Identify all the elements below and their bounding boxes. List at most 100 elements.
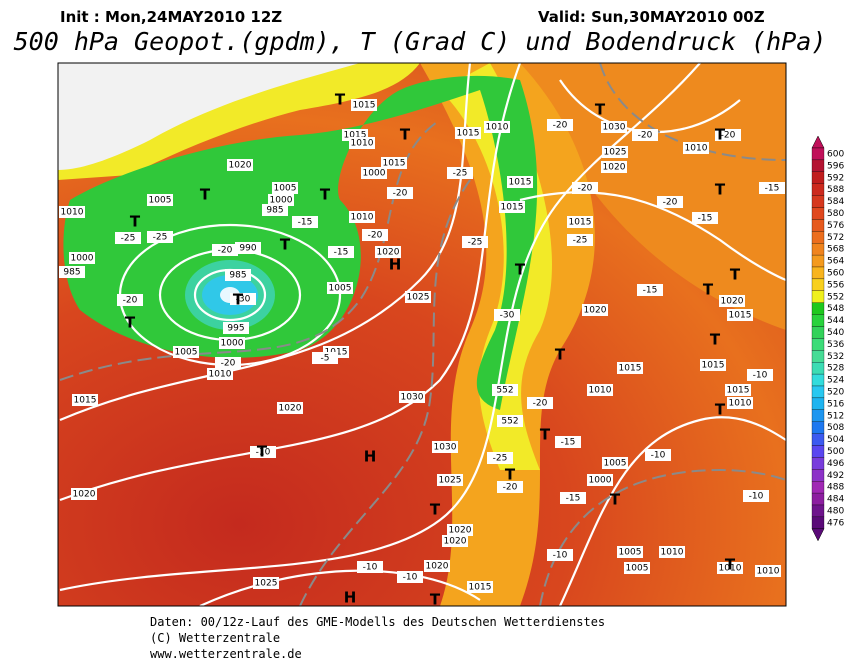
label-box — [560, 492, 586, 504]
map-label: 1005 — [604, 459, 627, 469]
map-label: 1015 — [729, 311, 752, 321]
map-label: 1015 — [509, 178, 532, 188]
map-label: -20 — [721, 131, 736, 141]
colorbar-label: 492 — [827, 471, 844, 481]
map-label: 1005 — [619, 548, 642, 558]
label-box — [494, 309, 520, 321]
colorbar-swatch — [811, 469, 825, 482]
map-label: 1020 — [449, 526, 472, 536]
colorbar-label: 548 — [827, 304, 844, 314]
map-label: 548 — [0, 0, 9, 6]
map-label: 1030 — [603, 123, 626, 133]
map-label: 985 — [266, 206, 283, 216]
label-box — [381, 157, 407, 169]
label-box — [147, 231, 173, 243]
label-box — [659, 546, 685, 558]
map-label: 1010 — [685, 144, 708, 154]
label-box — [225, 269, 251, 281]
label-box — [657, 196, 683, 208]
colorbar-label: 508 — [827, 423, 844, 433]
pressure-center: H — [344, 589, 357, 607]
map-label: -10 — [749, 492, 764, 502]
map-frame — [57, 62, 787, 607]
colorbar-label: 588 — [827, 185, 844, 195]
label-box — [117, 294, 143, 306]
map-label: 1015 — [702, 361, 725, 371]
map-label: 1020 — [279, 404, 302, 414]
colorbar-swatch — [811, 231, 825, 244]
label-box — [59, 266, 85, 278]
colorbar-swatch — [811, 195, 825, 208]
isobars — [59, 63, 786, 606]
map-label: 1010 — [351, 213, 374, 223]
label-box — [262, 204, 288, 216]
footer-source: Daten: 00/12z-Lauf des GME-Modells des D… — [150, 615, 605, 629]
colorbar-label: 576 — [827, 221, 844, 231]
label-box — [223, 322, 249, 334]
label-box — [405, 291, 431, 303]
map-label: 1010 — [589, 386, 612, 396]
map-label: 1005 — [149, 196, 172, 206]
label-box — [432, 441, 458, 453]
map-label: 1015 — [569, 218, 592, 228]
pressure-center: T — [725, 556, 736, 574]
map-label: 1020 — [229, 161, 252, 171]
map-label: -10 — [363, 563, 378, 573]
map-label: 1015 — [501, 203, 524, 213]
label-box — [692, 212, 718, 224]
map-label: 1010 — [719, 564, 742, 574]
map-label: 1025 — [255, 579, 278, 589]
map-label: -10 — [753, 371, 768, 381]
map-label: 1000 — [589, 476, 612, 486]
pressure-center: T — [335, 91, 346, 109]
colorbar-label: 484 — [827, 495, 844, 505]
colorbar-label: 584 — [827, 197, 844, 207]
label-box — [717, 562, 743, 574]
pressure-center: T — [125, 314, 136, 332]
label-box — [602, 146, 628, 158]
map-label: 1020 — [603, 163, 626, 173]
colorbar-label: 520 — [827, 387, 844, 397]
colorbar-bottom-arrow — [811, 528, 825, 542]
init-time: Init : Mon,24MAY2010 12Z — [60, 8, 282, 26]
map-label: -10 — [651, 451, 666, 461]
colorbar-label: 596 — [827, 161, 844, 171]
label-box — [727, 309, 753, 321]
map-label: 1015 — [457, 129, 480, 139]
colorbar-label: 536 — [827, 340, 844, 350]
map-label: -20 — [368, 231, 383, 241]
label-box — [499, 201, 525, 213]
map-label: -10 — [553, 551, 568, 561]
label-box — [230, 293, 256, 305]
label-box — [572, 182, 598, 194]
label-box — [375, 246, 401, 258]
label-box — [59, 206, 85, 218]
colorbar-label: 552 — [827, 292, 844, 302]
label-box — [447, 524, 473, 536]
map-label: 552 — [501, 417, 518, 427]
colorbar-swatch — [811, 266, 825, 280]
label-box — [0, 0, 13, 6]
label-box — [484, 121, 510, 133]
colorbar-label: 592 — [827, 173, 844, 183]
label-box — [462, 236, 488, 248]
map-label: -20 — [218, 246, 233, 256]
colorbar-label: 500 — [827, 447, 844, 457]
colorbar-label: 504 — [827, 435, 844, 445]
map-label: -25 — [153, 233, 168, 243]
label-box — [527, 397, 553, 409]
label-box — [683, 142, 709, 154]
map-label: -20 — [533, 399, 548, 409]
label-box — [215, 357, 241, 369]
map-label: -20 — [578, 184, 593, 194]
map-label: 1010 — [729, 399, 752, 409]
map-label: 1020 — [584, 306, 607, 316]
label-box — [268, 194, 294, 206]
pressure-center: T — [505, 466, 516, 484]
map-label: 1015 — [74, 396, 97, 406]
colorbar-label: 496 — [827, 459, 844, 469]
map-label: 1015 — [469, 583, 492, 593]
colorbar-swatch — [811, 457, 825, 470]
colorbar-swatch — [811, 326, 825, 339]
